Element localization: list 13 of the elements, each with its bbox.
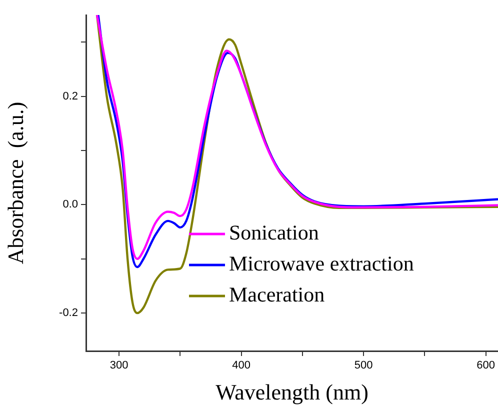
x-axis-title: Wavelength (nm): [216, 380, 368, 405]
x-tick-label: 500: [354, 360, 373, 372]
y-tick-label: 0.0: [62, 198, 78, 211]
legend-label: Maceration: [229, 282, 326, 307]
x-tick-label: 300: [110, 360, 128, 372]
x-tick-label: 600: [476, 360, 495, 372]
legend-label: Sonication: [229, 220, 320, 245]
y-axis-title: Absorbance (a.u.): [2, 102, 28, 264]
line-series: [96, 15, 498, 314]
y-tick-label: 0.2: [62, 90, 78, 102]
legend-label: Microwave extraction: [229, 252, 414, 276]
y-tick-label: -0.2: [59, 307, 78, 320]
x-tick-label: 400: [232, 360, 250, 372]
